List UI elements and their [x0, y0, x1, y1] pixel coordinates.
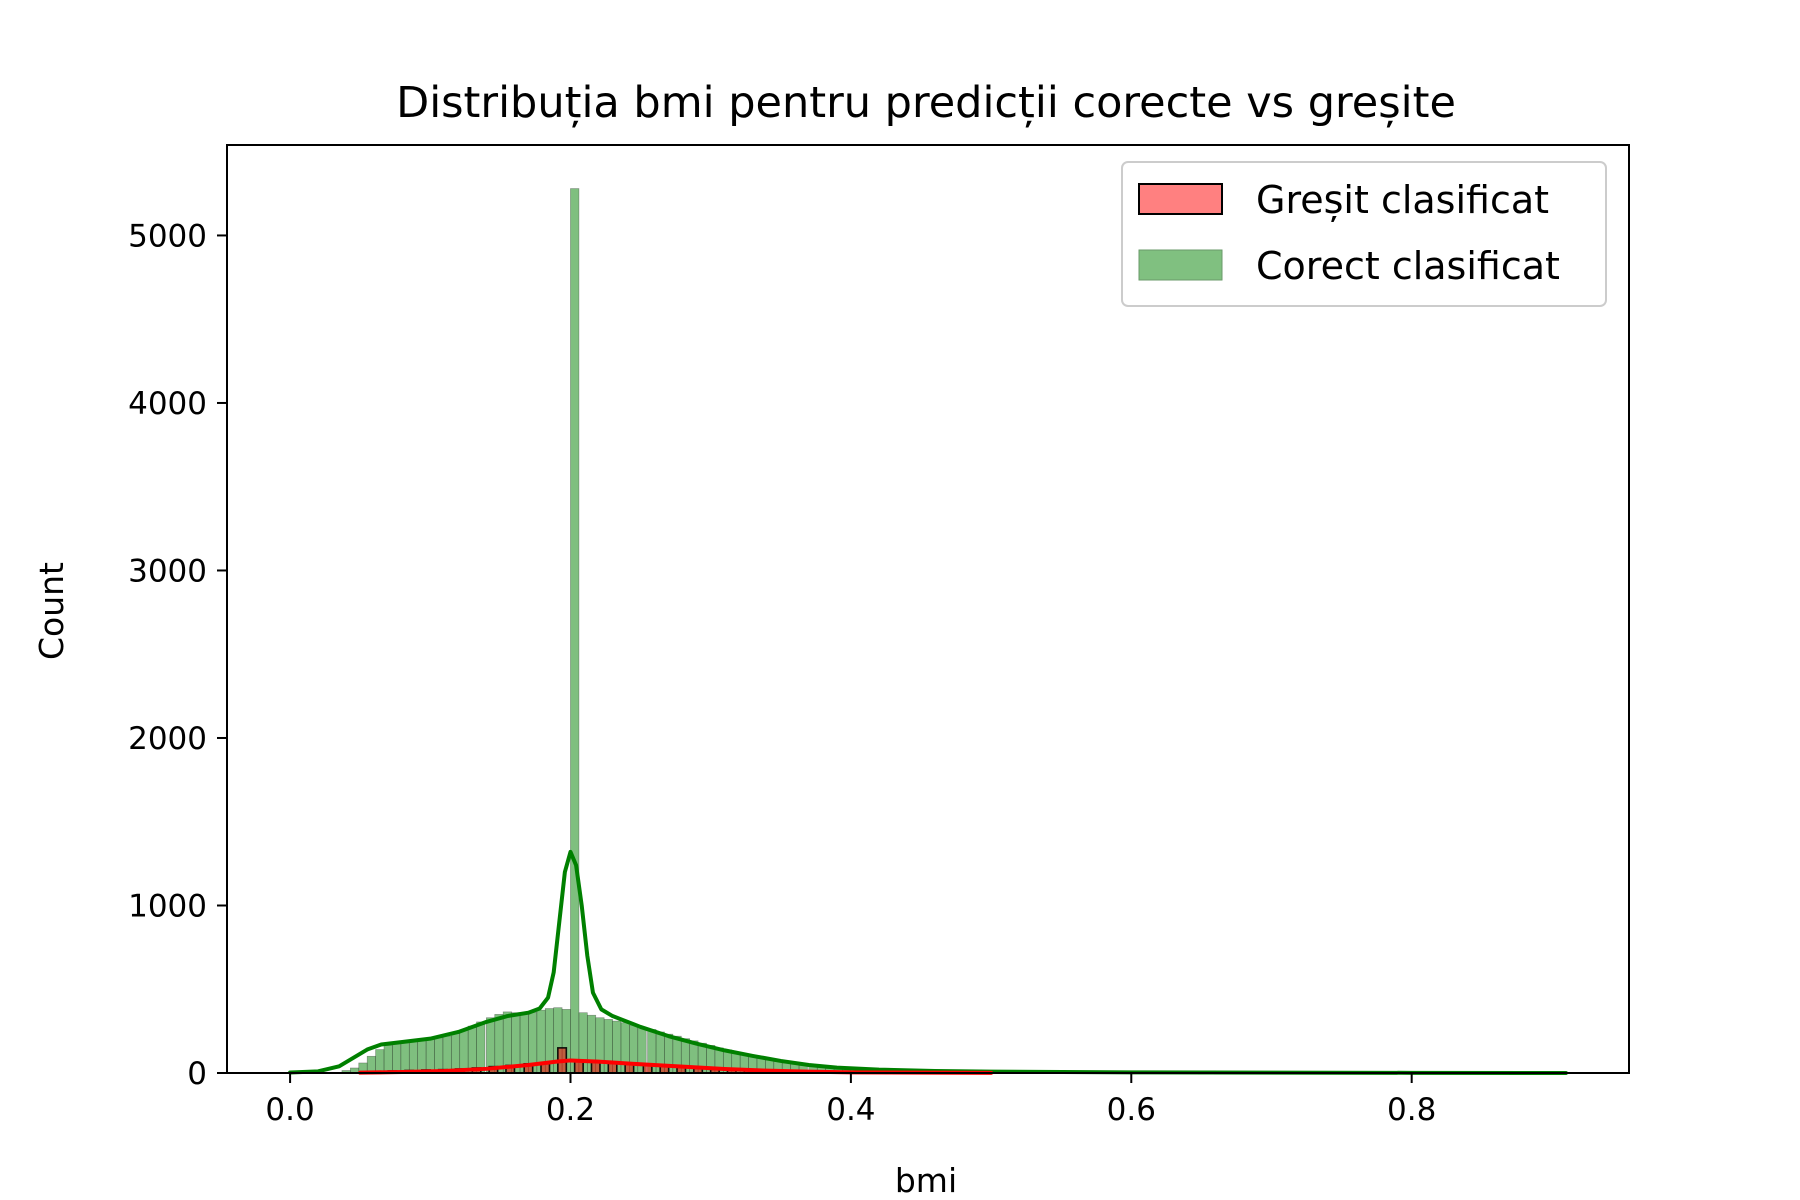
legend-label-corect: Corect clasificat — [1256, 244, 1560, 288]
bar-corect-6 — [392, 1042, 402, 1074]
bar-corect-9 — [417, 1039, 427, 1074]
bar-corect-16 — [476, 1021, 486, 1074]
legend-swatch-gresit — [1138, 183, 1223, 215]
bar-corect-27 — [570, 188, 580, 1074]
plot-area-frame — [226, 144, 1630, 1074]
kde-line-gresit — [358, 1058, 994, 1075]
y-tick-label-0: 0 — [187, 1056, 207, 1092]
x-axis-label: bmi — [895, 1161, 957, 1200]
kde-layer — [288, 849, 1568, 1075]
bar-corect-14 — [459, 1029, 469, 1074]
bar-gresit-13 — [590, 1061, 601, 1074]
x-tick-label-3: 0.6 — [1107, 1092, 1156, 1128]
x-tick-label-0: 0.0 — [265, 1092, 314, 1128]
legend-label-gresit: Greșit clasificat — [1256, 178, 1549, 222]
y-tick-label-4: 4000 — [128, 386, 207, 422]
bar-corect-5 — [383, 1045, 393, 1074]
bar-corect-7 — [400, 1041, 410, 1074]
bar-corect-12 — [442, 1035, 452, 1074]
x-tick-label-4: 0.8 — [1387, 1092, 1436, 1128]
legend-swatch-corect — [1138, 249, 1223, 281]
y-axis: 0 1000 2000 3000 4000 5000 — [128, 218, 227, 1092]
y-axis-label: Count — [32, 562, 71, 660]
bar-corect-15 — [467, 1025, 477, 1074]
bar-gresit-12 — [573, 1060, 584, 1074]
bar-corect-13 — [450, 1033, 461, 1074]
legend: Greșit clasificat Corect clasificat — [1121, 161, 1607, 307]
legend-box — [1121, 161, 1607, 307]
bar-corect-19 — [502, 1011, 512, 1074]
bar-corect-17 — [486, 1017, 496, 1074]
bar-corect-8 — [408, 1040, 419, 1074]
kde-line-corect — [288, 849, 1568, 1075]
x-axis: 0.0 0.2 0.4 0.6 0.8 — [265, 1073, 1436, 1128]
y-tick-label-5: 5000 — [128, 218, 207, 254]
y-tick-label-2: 2000 — [128, 721, 207, 757]
bar-corect-10 — [425, 1038, 435, 1074]
bar-corect-18 — [494, 1014, 504, 1074]
y-tick-label-1: 1000 — [128, 888, 207, 924]
x-tick-label-2: 0.4 — [826, 1092, 875, 1128]
bar-gresit-14 — [607, 1062, 618, 1074]
bar-corect-11 — [434, 1037, 444, 1074]
chart-title: Distribuția bmi pentru predicții corecte… — [396, 78, 1456, 128]
y-tick-label-3: 3000 — [128, 553, 207, 589]
x-tick-label-1: 0.2 — [546, 1092, 595, 1128]
bar-corect-4 — [375, 1049, 385, 1074]
